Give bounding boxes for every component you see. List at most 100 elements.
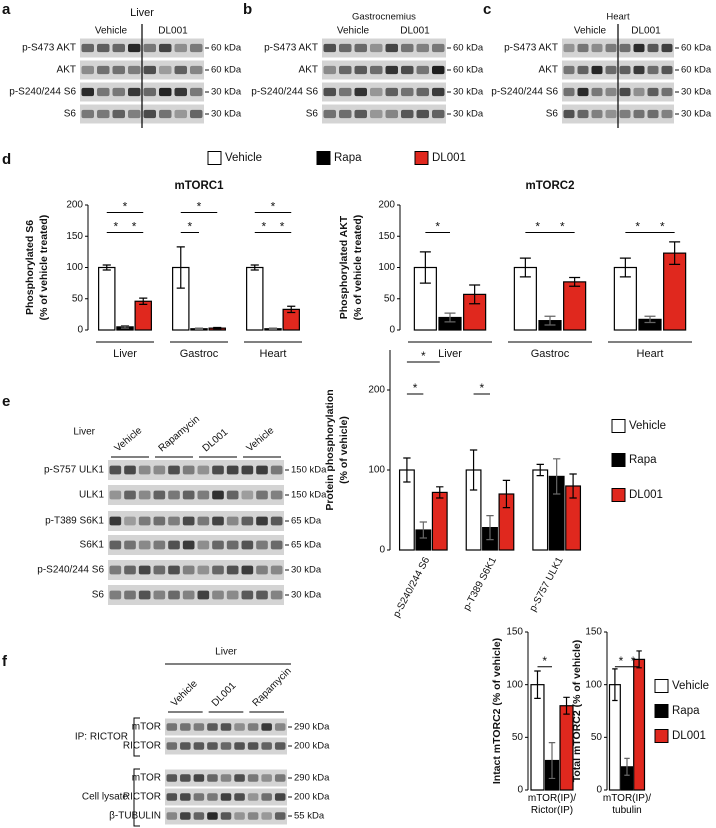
blot-band <box>109 516 122 526</box>
blot-strip <box>108 585 284 605</box>
y-tick-label: 100 <box>368 465 385 476</box>
blot-band <box>647 87 659 97</box>
blot-band <box>633 109 645 119</box>
blot-band <box>180 723 191 731</box>
blot-band <box>212 565 224 575</box>
error-bar <box>619 257 631 278</box>
blot-band <box>226 516 239 526</box>
blot-band <box>234 812 245 820</box>
blot-band <box>605 65 617 75</box>
blot-band <box>138 590 151 600</box>
blot-band <box>416 43 429 53</box>
x-tick-label: Heart <box>637 348 664 360</box>
blot-strip <box>108 460 284 480</box>
panel-letter: d <box>2 151 11 168</box>
size-label: 30 kDa <box>453 87 484 98</box>
blot-band <box>193 742 205 750</box>
error-bar <box>636 650 642 669</box>
blot-band <box>577 43 589 53</box>
blot-band <box>138 565 151 575</box>
blot-row-label: S6 <box>546 109 559 120</box>
blot-band <box>241 465 254 475</box>
blot-band <box>109 490 122 500</box>
panel-letter: c <box>483 1 491 18</box>
blot-band <box>270 540 283 550</box>
blot-band <box>197 490 210 500</box>
legend-swatch <box>611 453 626 467</box>
blot-band <box>619 87 631 97</box>
blot-band <box>166 742 178 750</box>
error-bar <box>548 742 556 780</box>
blot-band <box>212 490 224 500</box>
legend-swatch <box>654 679 669 693</box>
blot-band <box>180 742 191 750</box>
error-bar <box>553 458 561 495</box>
blot-band <box>563 87 575 97</box>
blot-band <box>661 43 673 53</box>
blot-band <box>605 43 617 53</box>
blot-strip <box>108 560 284 580</box>
y-tick-label: 150 <box>378 231 395 242</box>
blot-row-label: ULK1 <box>79 490 104 501</box>
blot-band <box>633 43 645 53</box>
y-tick-label: 200 <box>378 200 395 211</box>
blot-band <box>385 109 398 119</box>
blot-band <box>401 43 414 53</box>
blot-band <box>432 109 445 119</box>
error-bar <box>213 326 222 330</box>
size-label: 30 kDa <box>453 109 484 120</box>
blot-band <box>270 590 283 600</box>
blot-row-label: AKT <box>57 65 76 76</box>
blot-band <box>370 43 383 53</box>
error-bar <box>444 312 456 323</box>
tissue-label: Liver <box>215 647 237 658</box>
significance-label: * <box>421 349 426 363</box>
blot-band <box>168 490 180 500</box>
blot-band <box>159 65 172 75</box>
y-tick-label: 0 <box>389 325 395 336</box>
blot-band <box>274 774 286 782</box>
error-bar <box>194 327 204 330</box>
blot-band <box>647 43 659 53</box>
y-tick-label: 100 <box>66 262 83 273</box>
blot-band <box>212 516 224 526</box>
panel-letter: b <box>243 1 252 18</box>
blot-band <box>143 65 156 75</box>
section-label: IP: RICTOR <box>75 732 128 743</box>
blot-row-label: p-S240/244 S6 <box>491 87 558 98</box>
error-bar <box>624 757 630 776</box>
blot-band <box>112 109 125 119</box>
size-label: 30 kDa <box>681 109 712 120</box>
size-label: 200 kDa <box>294 741 330 752</box>
y-axis-label: Phosphorylated S6 <box>24 220 36 315</box>
blot-band <box>182 490 195 500</box>
blot-band <box>633 65 645 75</box>
y-axis-label: Intact mTORC2 (% of vehicle) <box>491 638 503 784</box>
blot-row-label: mTOR <box>132 773 161 784</box>
blot-band <box>270 465 283 475</box>
blot-band <box>193 723 205 731</box>
size-label: 150 kDa <box>291 465 327 476</box>
error-bar <box>120 325 130 329</box>
blot-band <box>212 540 224 550</box>
blot-band <box>619 43 631 53</box>
blot-strip <box>322 104 446 124</box>
y-axis-label: (% of vehicle treated) <box>352 215 364 321</box>
blot-band <box>416 87 429 97</box>
blot-band <box>182 465 195 475</box>
blot-band <box>401 87 414 97</box>
blot-band <box>577 109 589 119</box>
blot-band <box>261 723 272 731</box>
y-axis-label: (% of vehicle treated) <box>38 215 50 321</box>
legend-label: Rapa <box>672 705 700 717</box>
blot-band <box>247 723 259 731</box>
blot-band <box>323 87 336 97</box>
error-bar <box>569 276 581 287</box>
legend-label: Rapa <box>334 152 362 164</box>
blot-band <box>226 540 239 550</box>
blot-band <box>220 793 232 801</box>
legend-swatch <box>316 151 331 165</box>
size-label: 30 kDa <box>211 109 242 120</box>
y-tick-label: 50 <box>72 293 84 304</box>
bar <box>563 281 587 331</box>
